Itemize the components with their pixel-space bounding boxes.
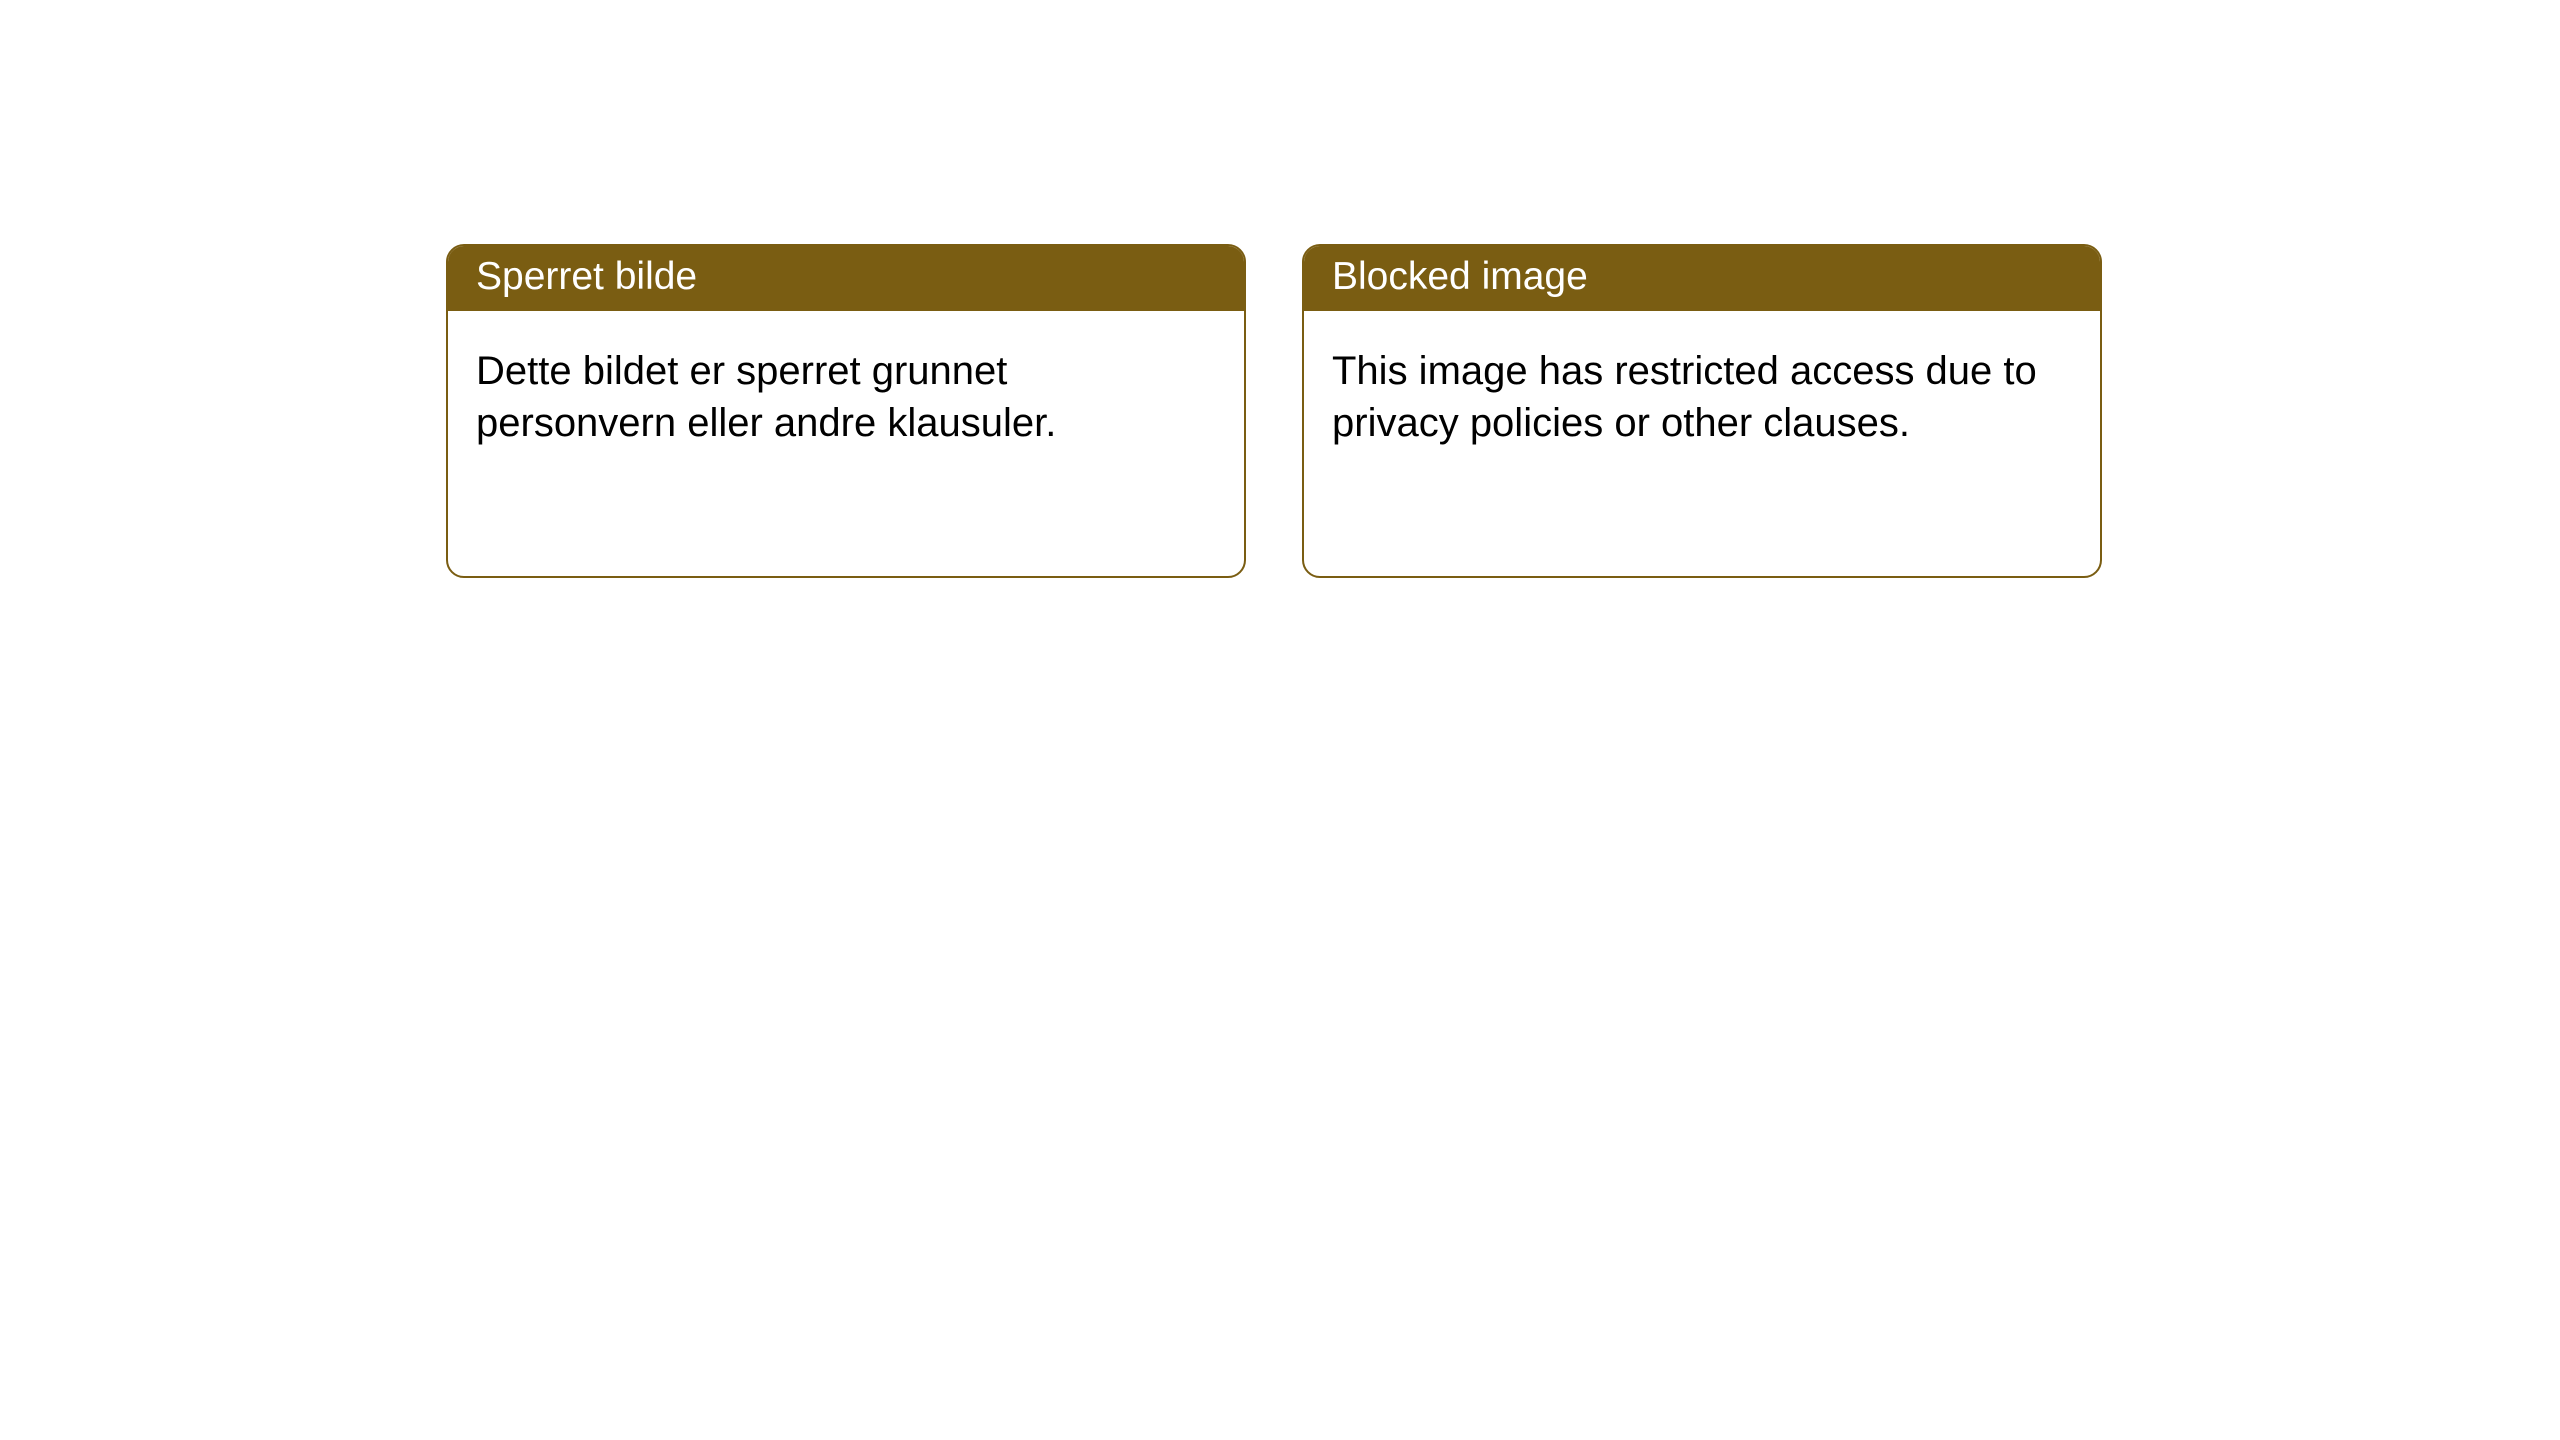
notice-header: Sperret bilde: [448, 246, 1244, 311]
notice-body: Dette bildet er sperret grunnet personve…: [448, 311, 1244, 483]
notice-card-norwegian: Sperret bilde Dette bildet er sperret gr…: [446, 244, 1246, 578]
notice-container: Sperret bilde Dette bildet er sperret gr…: [0, 0, 2560, 578]
notice-header: Blocked image: [1304, 246, 2100, 311]
notice-body: This image has restricted access due to …: [1304, 311, 2100, 483]
notice-card-english: Blocked image This image has restricted …: [1302, 244, 2102, 578]
